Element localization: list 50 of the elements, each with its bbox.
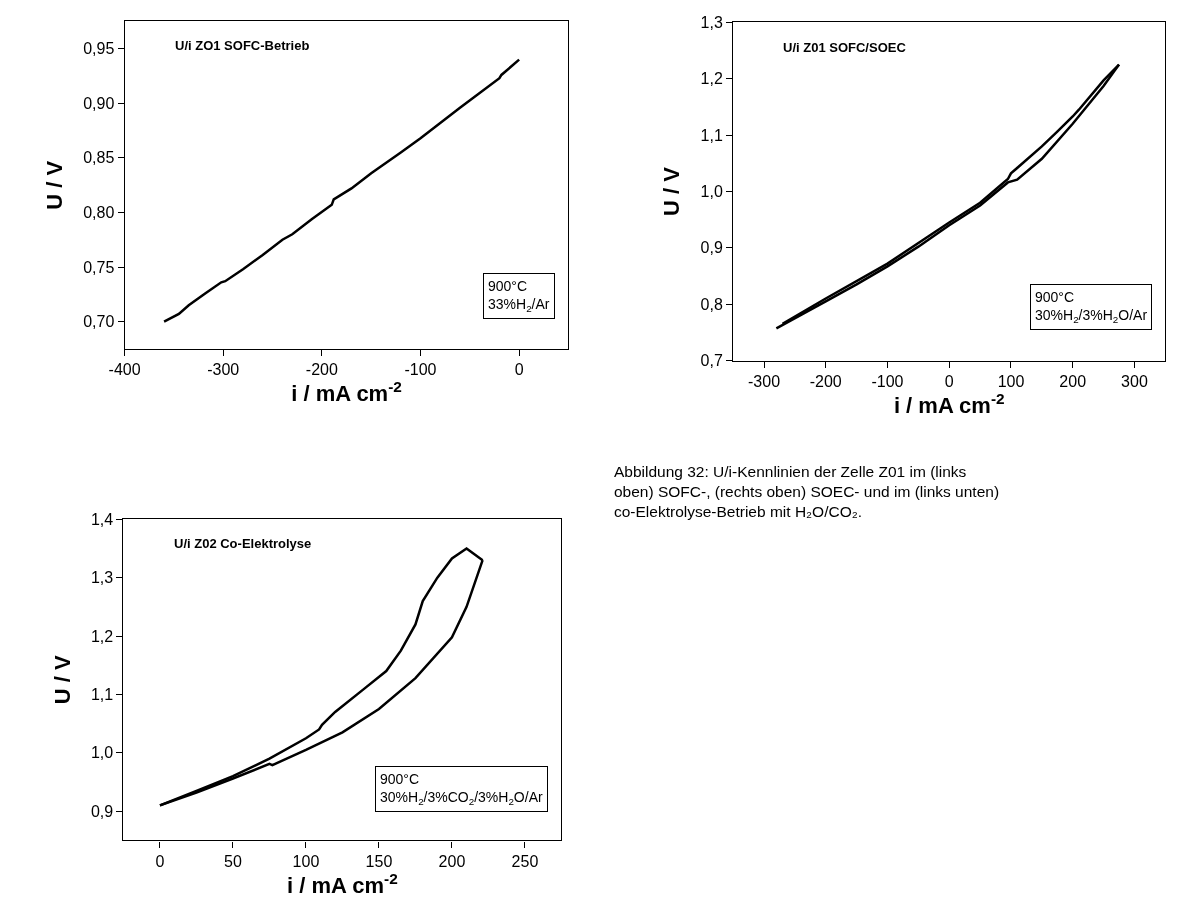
y-tick-label: 0,7 — [700, 352, 723, 370]
y-axis-title: U / V — [659, 166, 685, 216]
y-tick-label: 0,95 — [83, 40, 115, 58]
y-axis-title: U / V — [49, 655, 75, 705]
annotation: 900°C 30%H$_{2}$/3%CO$_{2}$/3%H$_{2}$O/Ar — [380, 771, 543, 808]
y-tick-label: 1,1 — [90, 686, 114, 704]
x-axis-title: i / mA cm$^{-2}$ — [291, 378, 402, 407]
x-tick-label: -200 — [305, 361, 338, 379]
x-tick-label: 0 — [514, 361, 524, 379]
annotation: 900°C 33%H$_{2}$/Ar — [488, 278, 550, 315]
text: Abbildung 32: U/i-Kennlinien der Zelle Z01 im (links oben) SOFC-, (rechts oben) SOEC- und im (links unten) co-Elektrolyse-Betrieb mit H₂O/CO₂. — [614, 463, 1000, 521]
y-tick-label: 1,0 — [700, 183, 723, 201]
x-tick-label: 0 — [155, 852, 165, 870]
text: U/i Z01 SOFC/SOEC — [783, 40, 907, 55]
text: U/i ZO1 SOFC-Betrieb — [175, 38, 310, 53]
x-tick-label: 250 — [511, 852, 539, 870]
x-tick-label: -300 — [748, 372, 781, 390]
x-tick-label: 100 — [997, 372, 1025, 390]
y-tick-label: 0,9 — [700, 239, 723, 257]
y-tick-label: 0,75 — [83, 258, 115, 276]
x-tick-label: 200 — [1059, 372, 1087, 390]
text: U/i Z02 Co-Elektrolyse — [174, 536, 312, 551]
y-tick-label: 1,1 — [700, 126, 723, 144]
y-tick-label: 1,4 — [90, 510, 114, 528]
y-tick-label: 1,3 — [90, 569, 114, 587]
x-tick-label: 200 — [438, 852, 466, 870]
x-axis-title: i / mA cm$^{-2}$ — [893, 389, 1005, 419]
x-tick-label: -100 — [404, 361, 437, 379]
y-tick-label: 1,2 — [700, 70, 723, 88]
x-tick-label: -400 — [108, 361, 141, 379]
y-tick-label: 1,3 — [700, 13, 723, 31]
x-tick-label: 300 — [1121, 372, 1148, 390]
x-tick-label: 50 — [224, 852, 242, 870]
x-tick-label: 150 — [365, 852, 393, 870]
x-tick-label: -300 — [207, 361, 240, 379]
annotation: 900°C 30%H$_{2}$/3%H$_{2}$O/Ar — [1035, 289, 1148, 326]
y-tick-label: 0,9 — [90, 802, 114, 820]
y-tick-label: 0,85 — [83, 149, 115, 167]
y-tick-label: 0,80 — [83, 204, 115, 222]
y-axis-title: U / V — [41, 160, 67, 210]
y-tick-label: 1,2 — [90, 627, 114, 645]
x-tick-label: -200 — [809, 372, 842, 390]
y-tick-label: 0,8 — [700, 295, 723, 313]
x-tick-label: 100 — [292, 852, 320, 870]
y-tick-label: 0,70 — [83, 313, 115, 331]
x-axis-title: i / mA cm$^{-2}$ — [287, 869, 398, 898]
y-tick-label: 1,0 — [90, 744, 114, 762]
x-tick-label: -100 — [871, 372, 904, 390]
y-tick-label: 0,90 — [83, 94, 115, 112]
x-tick-label: 0 — [944, 372, 954, 390]
